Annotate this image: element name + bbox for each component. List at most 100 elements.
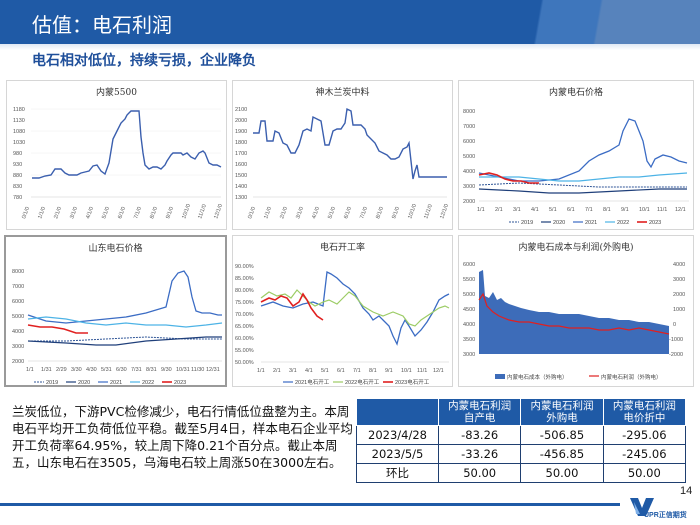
series-coal-price-line: [32, 110, 222, 179]
table-row: 2023/4/28 -83.26 -506.85 -295.06: [356, 425, 687, 445]
y-tick: 5000: [463, 292, 475, 298]
y-tick: 90.00%: [235, 264, 254, 270]
y-tick: 5000: [463, 154, 475, 160]
x-tick: 12/1/0: [213, 203, 224, 219]
y-tick: 4000: [463, 322, 475, 328]
table-cell: -245.06: [602, 444, 687, 464]
y-tick: 55.00%: [235, 348, 254, 354]
x-tick: 1/1/0: [37, 206, 47, 220]
x-tick: 3/1/0: [295, 206, 305, 220]
series-2021-line: [27, 270, 222, 324]
chart-panel-shenmu-semicoke[interactable]: 2100 2000 1900 1800 1700 1600 1500 1400 …: [232, 80, 453, 230]
y-tick: 1180: [13, 107, 25, 113]
legend-label: 2021: [585, 220, 597, 226]
y-tick: 5000: [12, 314, 24, 320]
chart-title: 神木兰炭中料: [315, 88, 370, 98]
y-axis-labels: 2100 2000 1900 1800 1700 1600 1500 1400 …: [235, 107, 247, 201]
x-tick: 9/1: [621, 207, 629, 213]
y-axis-left-labels: 6000 5500 5000 4500 4000 3500 3000: [463, 262, 475, 358]
footer-divider: [0, 503, 620, 506]
y-tick: 3000: [463, 352, 475, 358]
x-tick: 3/1: [289, 368, 297, 374]
y-tick: 930: [13, 162, 22, 168]
y-tick: 75.00%: [235, 300, 254, 306]
y-tick: 65.00%: [235, 324, 254, 330]
x-tick: 0/1/0: [247, 206, 257, 220]
chart-title: 内蒙电石价格: [548, 88, 603, 98]
brand-logo-text: UPR正信期货: [644, 512, 687, 519]
y-tick: 830: [13, 184, 22, 190]
x-tick: 7/31: [131, 367, 142, 373]
chart-title: 内蒙电石成本与利润(外购电): [518, 243, 634, 253]
y-tick: 780: [13, 195, 22, 201]
x-tick: 6/1: [337, 368, 345, 374]
table-row: 环比 50.00 50.00 50.00: [356, 463, 687, 483]
y-tick: 3000: [463, 184, 475, 190]
y-tick: 1080: [13, 129, 25, 135]
x-tick: 3/1: [513, 207, 521, 213]
x-tick: 11/30: [191, 367, 204, 373]
x-tick: 2/1: [273, 368, 281, 374]
table-row: 2023/5/5 -33.26 -456.85 -245.06: [356, 444, 687, 464]
x-tick: 11/1/0: [423, 204, 434, 220]
x-tick: 10/1: [401, 368, 412, 374]
chart-panel-cost-and-profit[interactable]: 6000 5500 5000 4500 4000 3500 3000 4000 …: [458, 235, 694, 387]
y-tick: 1700: [235, 151, 247, 157]
x-tick: 5/31: [101, 367, 112, 373]
x-tick: 6/1/0: [117, 206, 127, 220]
x-axis-labels: 1/1 2/1 3/1 4/1 5/1 6/1 7/1 8/1 9/1 10/1…: [257, 368, 444, 374]
y-tick: 7000: [12, 284, 24, 290]
legend-label: 2022: [142, 380, 154, 386]
column-header: 内蒙电石利润 电价折中: [602, 398, 687, 426]
y-tick: 50.00%: [235, 360, 254, 366]
x-tick: 4/1: [305, 368, 313, 374]
x-axis-labels: 1/1 2/1 3/1 4/1 5/1 6/1 7/1 8/1 9/1 10/1…: [477, 207, 686, 213]
x-tick: 0/1/0: [21, 206, 31, 220]
chart-panel-shandong-carbide[interactable]: 8000 7000 6000 5000 4000 3000 2000 1/1 1…: [4, 235, 227, 387]
header-line: 内蒙电石利润: [448, 400, 512, 412]
legend-label: 2019: [521, 220, 533, 226]
series-2019-line: [28, 336, 222, 342]
x-tick: 11/1/0: [197, 204, 208, 220]
x-tick: 5/1: [321, 368, 329, 374]
y-tick: 1500: [235, 173, 247, 179]
x-tick: 1/1: [26, 367, 34, 373]
page-number: 14: [680, 485, 693, 497]
header-line: 外购电: [546, 412, 578, 424]
page-title: 估值：电石利润: [32, 13, 172, 37]
header-line: 自产电: [463, 412, 496, 424]
table-cell: -83.26: [437, 425, 522, 445]
header-line: 电价折中: [623, 412, 666, 424]
y-tick: 4000: [12, 329, 24, 335]
series-profit-line: [478, 292, 670, 335]
x-tick: 10/31: [176, 367, 190, 373]
chart-legend: 内蒙电石成本（外购电） 内蒙电石利润（外购电）: [495, 373, 662, 381]
x-tick: 6/30: [116, 367, 127, 373]
table-cell: -506.85: [520, 425, 604, 445]
table-cell: -295.06: [602, 425, 687, 445]
x-tick: 9/1/0: [165, 206, 175, 220]
x-tick: 3/30: [71, 367, 82, 373]
y-tick: 980: [13, 151, 22, 157]
chart-legend: 2019 2020 2021 2022 2023: [34, 380, 186, 386]
y-tick: 1800: [235, 140, 247, 146]
x-tick: 10/1/0: [181, 203, 192, 219]
x-tick: 5/1: [549, 207, 557, 213]
y-tick: 2100: [235, 107, 247, 113]
y-tick: 6000: [463, 139, 475, 145]
section-subtitle: 电石相对低位，持续亏损，企业降负: [32, 53, 256, 69]
row-label: 2023/5/5: [356, 444, 439, 464]
chart-panel-inner-mongolia-carbide[interactable]: 8000 7000 6000 5000 4000 3000 2000 1/1 2…: [458, 80, 694, 230]
header-decoration: [470, 0, 700, 44]
chart-panel-inner-mongolia-coal[interactable]: 1180 1130 1080 1030 980 930 880 830 780 …: [6, 80, 227, 230]
x-tick: 12/31: [206, 367, 220, 373]
y-tick: 1130: [13, 118, 25, 124]
legend-label: 2023: [649, 220, 661, 226]
chart-panel-carbide-operating-rate[interactable]: 90.00% 85.00% 80.00% 75.00% 70.00% 65.00…: [232, 235, 453, 387]
table-cell: -456.85: [520, 444, 604, 464]
x-tick: 6/1: [567, 207, 575, 213]
chart-cost-profit: 6000 5500 5000 4500 4000 3500 3000 4000 …: [463, 262, 685, 381]
y-axis-right-labels: 4000 3000 2000 1000 0 -1000 -2000: [669, 262, 685, 358]
x-tick: 4/30: [86, 367, 97, 373]
x-tick: 7/1: [353, 368, 361, 374]
